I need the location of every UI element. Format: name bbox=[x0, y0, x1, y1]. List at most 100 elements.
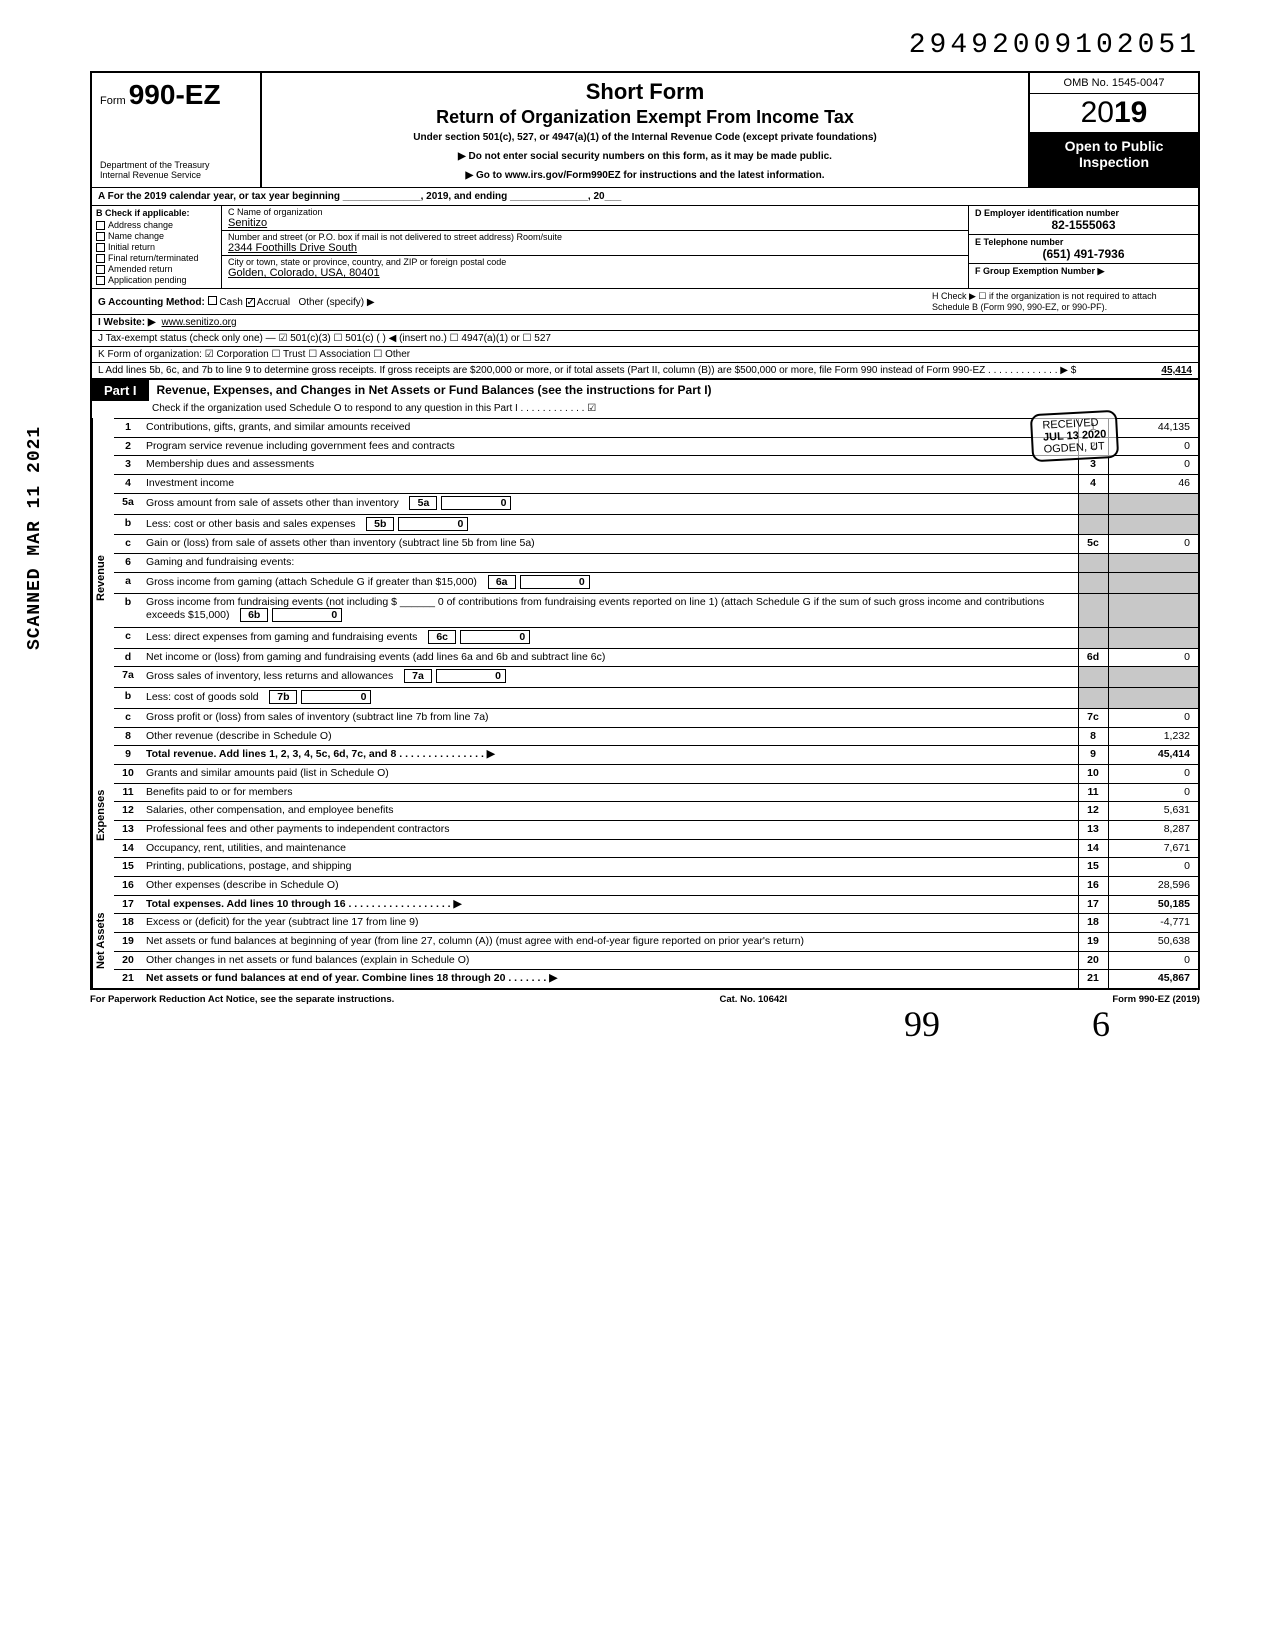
line-amt: 46 bbox=[1108, 475, 1198, 494]
line-desc: Gross income from gaming (attach Schedul… bbox=[142, 572, 1078, 593]
row-h: H Check ▶ ☐ if the organization is not r… bbox=[932, 291, 1192, 312]
line-amt bbox=[1108, 627, 1198, 648]
line-box: 14 bbox=[1078, 839, 1108, 858]
chk-address-change[interactable] bbox=[96, 221, 105, 230]
line-row: bLess: cost or other basis and sales exp… bbox=[114, 514, 1198, 535]
line-num: 17 bbox=[114, 895, 142, 914]
line-num: 11 bbox=[114, 783, 142, 802]
chk-cash[interactable] bbox=[208, 296, 217, 305]
chk-name-change[interactable] bbox=[96, 232, 105, 241]
line-box bbox=[1078, 627, 1108, 648]
line-desc: Professional fees and other payments to … bbox=[142, 820, 1078, 839]
line-num: a bbox=[114, 572, 142, 593]
line-amt: 0 bbox=[1108, 437, 1198, 456]
row-l-amount: 45,414 bbox=[1112, 365, 1192, 376]
col-b-checkboxes: B Check if applicable: Address change Na… bbox=[92, 206, 222, 288]
line-num: 19 bbox=[114, 932, 142, 951]
line-desc: Less: cost of goods sold 7b0 bbox=[142, 688, 1078, 709]
line-row: 8Other revenue (describe in Schedule O)8… bbox=[114, 727, 1198, 746]
line-row: 4Investment income446 bbox=[114, 475, 1198, 494]
line-box: 7c bbox=[1078, 708, 1108, 727]
handwritten-99: 99 bbox=[904, 1003, 940, 1045]
line-box: 18 bbox=[1078, 914, 1108, 933]
line-desc: Less: cost or other basis and sales expe… bbox=[142, 514, 1078, 535]
line-amt bbox=[1108, 667, 1198, 688]
line-num: 12 bbox=[114, 802, 142, 821]
org-street: 2344 Foothills Drive South bbox=[228, 242, 962, 254]
line-num: 4 bbox=[114, 475, 142, 494]
line-row: 7aGross sales of inventory, less returns… bbox=[114, 667, 1198, 688]
chk-app-pending[interactable] bbox=[96, 276, 105, 285]
line-box bbox=[1078, 688, 1108, 709]
line-desc: Salaries, other compensation, and employ… bbox=[142, 802, 1078, 821]
line-num: b bbox=[114, 514, 142, 535]
line-desc: Less: direct expenses from gaming and fu… bbox=[142, 627, 1078, 648]
line-box: 5c bbox=[1078, 535, 1108, 554]
dept-treasury: Department of the Treasury Internal Reve… bbox=[100, 161, 252, 181]
line-desc: Grants and similar amounts paid (list in… bbox=[142, 764, 1078, 783]
line-box: 21 bbox=[1078, 970, 1108, 988]
chk-accrual[interactable] bbox=[246, 298, 255, 307]
col-de: D Employer identification number 82-1555… bbox=[968, 206, 1198, 288]
title-return: Return of Organization Exempt From Incom… bbox=[272, 107, 1018, 128]
line-desc: Gaming and fundraising events: bbox=[142, 554, 1078, 573]
line-amt: 0 bbox=[1108, 708, 1198, 727]
line-num: 15 bbox=[114, 858, 142, 877]
form-header: Form 990-EZ Department of the Treasury I… bbox=[90, 71, 1200, 187]
label-revenue: Revenue bbox=[92, 418, 114, 738]
omb-number: OMB No. 1545-0047 bbox=[1030, 73, 1198, 94]
line-amt: 50,638 bbox=[1108, 932, 1198, 951]
line-amt: 0 bbox=[1108, 648, 1198, 667]
part1-header: Part I Revenue, Expenses, and Changes in… bbox=[92, 378, 1198, 401]
line-desc: Contributions, gifts, grants, and simila… bbox=[142, 419, 1078, 438]
line-num: 21 bbox=[114, 970, 142, 988]
line-row: 14Occupancy, rent, utilities, and mainte… bbox=[114, 839, 1198, 858]
label-netassets: Net Assets bbox=[92, 893, 114, 988]
line-amt: 5,631 bbox=[1108, 802, 1198, 821]
line-amt bbox=[1108, 688, 1198, 709]
line-desc: Occupancy, rent, utilities, and maintena… bbox=[142, 839, 1078, 858]
line-desc: Total expenses. Add lines 10 through 16 … bbox=[142, 895, 1078, 914]
line-box: 12 bbox=[1078, 802, 1108, 821]
line-row: 10Grants and similar amounts paid (list … bbox=[114, 764, 1198, 783]
line-amt bbox=[1108, 593, 1198, 627]
line-box: 6d bbox=[1078, 648, 1108, 667]
line-num: 9 bbox=[114, 746, 142, 765]
line-desc: Printing, publications, postage, and shi… bbox=[142, 858, 1078, 877]
chk-initial-return[interactable] bbox=[96, 243, 105, 252]
org-city: Golden, Colorado, USA, 80401 bbox=[228, 267, 962, 279]
line-desc: Other changes in net assets or fund bala… bbox=[142, 951, 1078, 970]
line-row: 9Total revenue. Add lines 1, 2, 3, 4, 5c… bbox=[114, 746, 1198, 765]
footer: For Paperwork Reduction Act Notice, see … bbox=[90, 990, 1200, 1005]
line-row: 12Salaries, other compensation, and empl… bbox=[114, 802, 1198, 821]
line-amt: 0 bbox=[1108, 764, 1198, 783]
lines-table: 1Contributions, gifts, grants, and simil… bbox=[114, 418, 1198, 988]
line-amt: 44,135 bbox=[1108, 419, 1198, 438]
line-amt: 1,232 bbox=[1108, 727, 1198, 746]
row-l-text: L Add lines 5b, 6c, and 7b to line 9 to … bbox=[98, 365, 1076, 376]
received-stamp: RECEIVED JUL 13 2020 OGDEN, UT bbox=[1029, 410, 1119, 463]
line-amt bbox=[1108, 493, 1198, 514]
line-amt: 7,671 bbox=[1108, 839, 1198, 858]
row-j-tax-status: J Tax-exempt status (check only one) — ☑… bbox=[92, 330, 1198, 346]
chk-amended[interactable] bbox=[96, 265, 105, 274]
row-a-tax-year: A For the 2019 calendar year, or tax yea… bbox=[90, 187, 1200, 205]
line-num: 6 bbox=[114, 554, 142, 573]
chk-final-return[interactable] bbox=[96, 254, 105, 263]
line-num: 8 bbox=[114, 727, 142, 746]
main-form-box: B Check if applicable: Address change Na… bbox=[90, 205, 1200, 990]
line-amt: 8,287 bbox=[1108, 820, 1198, 839]
line-box: 11 bbox=[1078, 783, 1108, 802]
line-amt bbox=[1108, 514, 1198, 535]
form-number: Form 990-EZ bbox=[100, 79, 252, 111]
line-num: b bbox=[114, 688, 142, 709]
handwritten-6: 6 bbox=[1092, 1003, 1110, 1045]
line-row: 17Total expenses. Add lines 10 through 1… bbox=[114, 895, 1198, 914]
line-desc: Gross income from fundraising events (no… bbox=[142, 593, 1078, 627]
line-desc: Other revenue (describe in Schedule O) bbox=[142, 727, 1078, 746]
instr-ssn: ▶ Do not enter social security numbers o… bbox=[272, 151, 1018, 162]
line-desc: Gross sales of inventory, less returns a… bbox=[142, 667, 1078, 688]
open-to-public: Open to Public Inspection bbox=[1030, 132, 1198, 187]
line-amt: 0 bbox=[1108, 535, 1198, 554]
line-box: 17 bbox=[1078, 895, 1108, 914]
